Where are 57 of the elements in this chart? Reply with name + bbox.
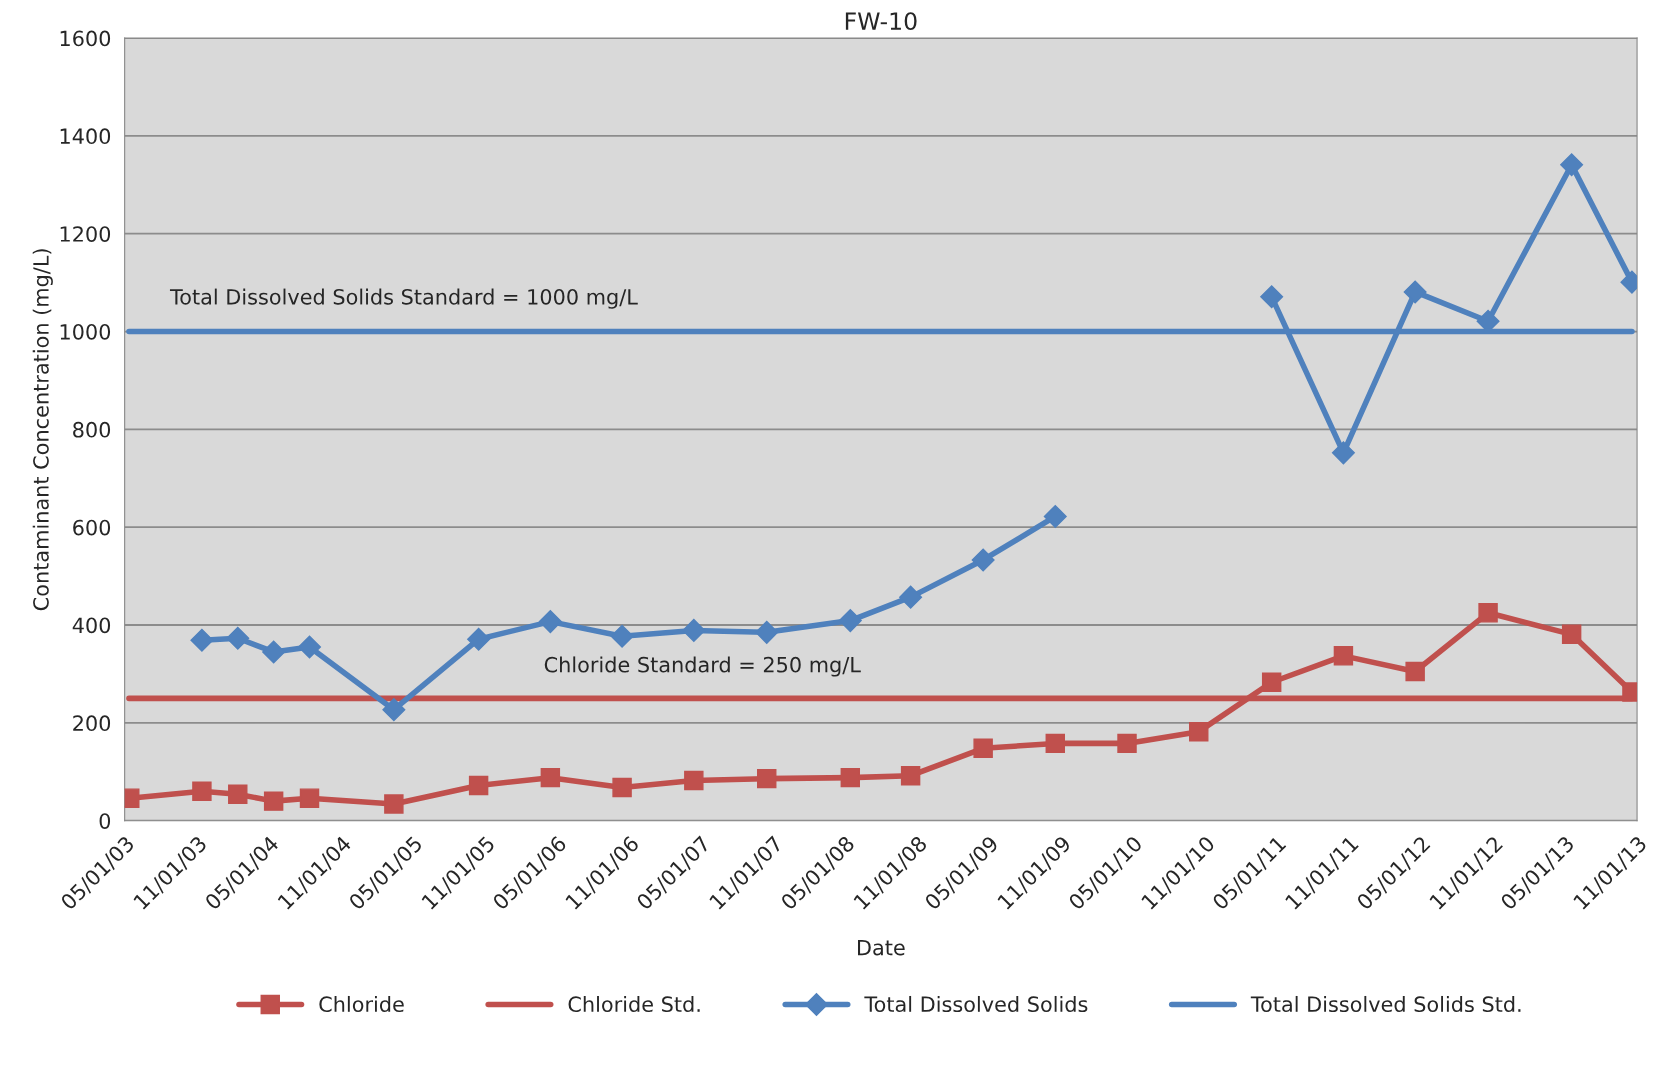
- point: [1561, 624, 1582, 645]
- point: [540, 767, 561, 788]
- point: [1478, 603, 1498, 623]
- point: [262, 640, 286, 664]
- point: [1560, 153, 1584, 177]
- legend-label: Chloride Std.: [568, 995, 700, 1013]
- point: [1043, 504, 1067, 528]
- point: [900, 765, 921, 786]
- point: [299, 788, 320, 808]
- point: [973, 738, 993, 759]
- y-tick-label: 800: [73, 421, 111, 438]
- point: [384, 794, 404, 814]
- legend-label: Total Dissolved Solids Std.: [1250, 995, 1521, 1013]
- y-tick-label: 600: [73, 519, 111, 536]
- point: [467, 627, 491, 651]
- legend-label: Total Dissolved Solids: [864, 995, 1088, 1013]
- y-tick-label: 1400: [60, 128, 111, 145]
- chart-title: FW-10: [845, 12, 917, 31]
- point: [192, 781, 212, 802]
- point: [1189, 721, 1209, 742]
- point: [190, 628, 214, 652]
- point: [684, 770, 704, 791]
- annotation: Total Dissolved Solids Standard = 1000 mg/L: [169, 288, 638, 309]
- point: [612, 777, 632, 798]
- point: [538, 610, 562, 634]
- point: [468, 775, 489, 796]
- point: [382, 698, 406, 722]
- point: [1117, 733, 1137, 754]
- annotation: Chloride Standard = 250 mg/L: [544, 656, 861, 677]
- point: [1261, 672, 1282, 692]
- y-tick-label: 400: [72, 617, 111, 634]
- y-axis-title: Contaminant Concentration (mg/L): [32, 249, 53, 611]
- point: [1260, 285, 1284, 309]
- point: [610, 624, 634, 648]
- point: [755, 620, 779, 644]
- point: [757, 768, 777, 789]
- point: [840, 767, 861, 788]
- point: [899, 585, 923, 609]
- y-tick-label: 1200: [60, 226, 111, 242]
- x-axis-title: Date: [858, 939, 905, 956]
- point: [1405, 661, 1425, 682]
- y-tick-label: 0: [99, 813, 111, 829]
- point: [1045, 733, 1066, 754]
- point: [682, 618, 706, 642]
- point: [1333, 646, 1354, 666]
- point: [263, 791, 284, 811]
- point: [971, 548, 995, 572]
- point: [1403, 280, 1427, 304]
- point: [838, 609, 862, 633]
- legend-label: Chloride: [319, 995, 404, 1013]
- point: [1331, 441, 1355, 465]
- point: [298, 635, 322, 659]
- y-tick-label: 200: [73, 715, 111, 732]
- y-tick-label: 1000: [60, 323, 111, 340]
- y-tick-label: 1600: [60, 30, 111, 47]
- point: [228, 784, 248, 804]
- point: [226, 626, 250, 650]
